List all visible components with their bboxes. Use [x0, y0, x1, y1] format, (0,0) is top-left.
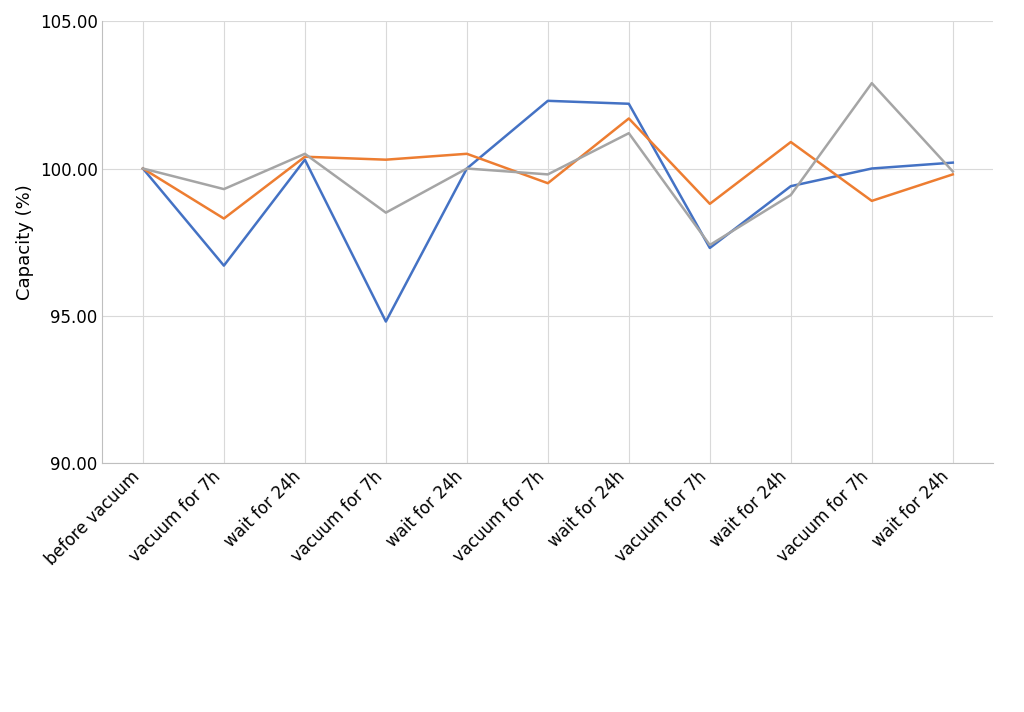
Y-axis label: Capacity (%): Capacity (%) [16, 184, 34, 300]
